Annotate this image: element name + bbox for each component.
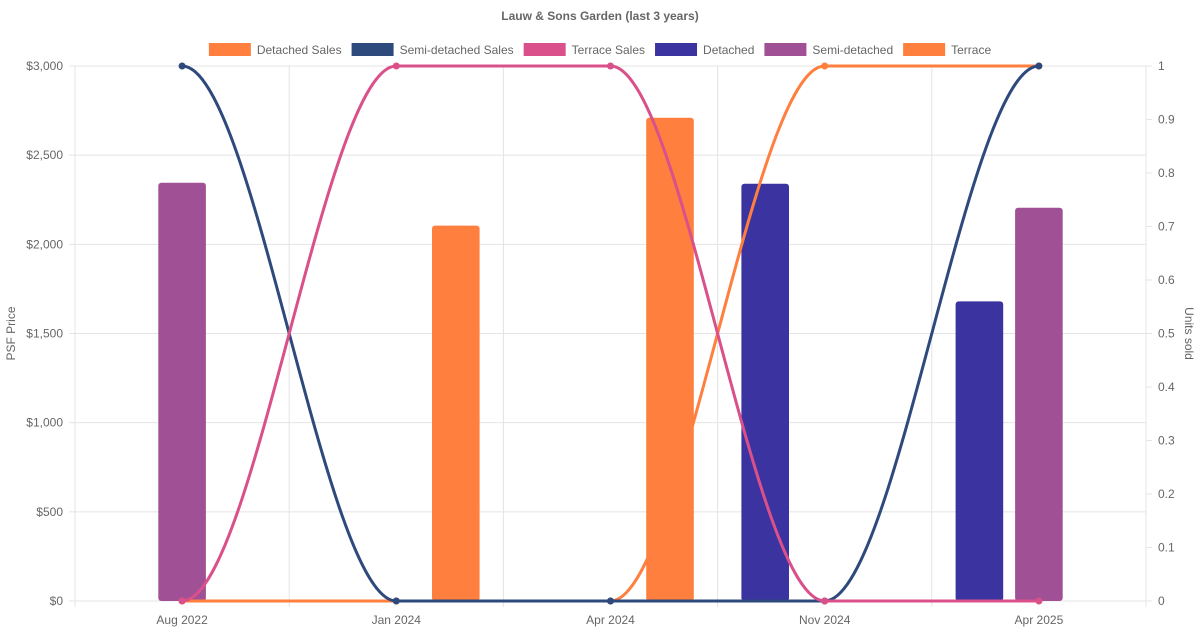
y-right-tick-label: 0: [1158, 594, 1165, 608]
y-left-axis-title: PSF Price: [4, 306, 18, 360]
legend-label-terrace-sales: Terrace Sales: [572, 43, 645, 57]
bar-semi-detached[interactable]: [1015, 207, 1063, 601]
y-right-tick-label: 0.1: [1158, 541, 1175, 555]
point-terrace-sales[interactable]: [1035, 597, 1043, 605]
x-tick-label: Jan 2024: [372, 613, 422, 627]
x-tick-label: Apr 2025: [1015, 613, 1064, 627]
point-terrace-sales[interactable]: [821, 597, 829, 605]
legend-swatch-terrace[interactable]: [903, 43, 946, 56]
legend-label-detached: Detached: [703, 43, 754, 57]
bar-detached[interactable]: [955, 301, 1004, 601]
y-left-tick-label: $0: [50, 594, 64, 608]
y-right-tick-label: 0.9: [1158, 113, 1175, 127]
bar-terrace[interactable]: [432, 225, 480, 601]
y-right-tick-label: 0.3: [1158, 434, 1175, 448]
point-terrace-sales[interactable]: [178, 597, 186, 605]
y-left-tick-label: $1,500: [26, 327, 63, 341]
legend-swatch-semi-detached[interactable]: [764, 43, 807, 56]
legend-swatch-semi-detached-sales[interactable]: [351, 43, 394, 56]
y-right-tick-label: 1: [1158, 59, 1165, 73]
y-right-axis-title: Units sold: [1182, 307, 1196, 360]
point-semi-detached-sales[interactable]: [392, 597, 400, 605]
bar-terrace[interactable]: [646, 117, 694, 601]
x-tick-label: Nov 2024: [799, 613, 851, 627]
y-right-tick-label: 0.5: [1158, 327, 1175, 341]
chart-title: Lauw & Sons Garden (last 3 years): [501, 9, 699, 23]
point-semi-detached-sales[interactable]: [178, 62, 186, 70]
y-right-tick-label: 0.2: [1158, 487, 1175, 501]
y-left-tick-label: $1,000: [26, 416, 63, 430]
y-right-tick-label: 0.7: [1158, 220, 1175, 234]
x-tick-label: Apr 2024: [586, 613, 635, 627]
bar-detached[interactable]: [741, 183, 789, 601]
y-right-tick-label: 0.8: [1158, 166, 1175, 180]
y-right-tick-label: 0.6: [1158, 273, 1175, 287]
legend-swatch-detached-sales[interactable]: [208, 43, 251, 56]
point-semi-detached-sales[interactable]: [607, 597, 614, 605]
legend-swatch-terrace-sales[interactable]: [523, 43, 566, 56]
y-left-tick-label: $2,000: [26, 237, 63, 251]
x-tick-label: Aug 2022: [156, 613, 208, 627]
y-left-tick-label: $2,500: [26, 148, 63, 162]
point-semi-detached-sales[interactable]: [1035, 62, 1043, 70]
y-left-tick-label: $3,000: [26, 59, 63, 73]
legend-label-semi-detached-sales: Semi-detached Sales: [400, 43, 514, 57]
bar-semi-detached[interactable]: [158, 182, 206, 601]
point-detached-sales[interactable]: [821, 62, 829, 70]
point-terrace-sales[interactable]: [607, 62, 614, 70]
y-right-tick-label: 0.4: [1158, 380, 1175, 394]
legend-swatch-detached[interactable]: [655, 43, 698, 56]
line-detached-sales: [182, 64, 1039, 603]
legend-label-semi-detached: Semi-detached: [812, 43, 893, 57]
legend-label-terrace: Terrace: [951, 43, 991, 57]
y-left-tick-label: $500: [36, 505, 63, 519]
legend-label-detached-sales: Detached Sales: [257, 43, 342, 57]
point-terrace-sales[interactable]: [392, 62, 400, 70]
